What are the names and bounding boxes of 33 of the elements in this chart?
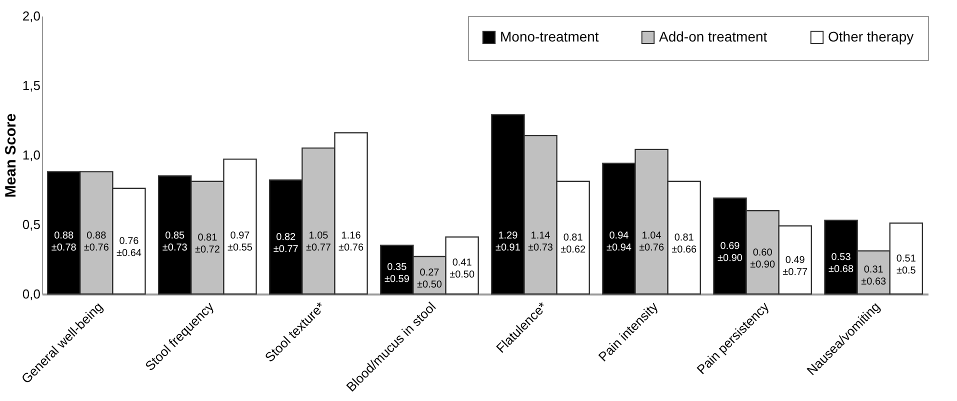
y-tick-label: 1,0: [22, 148, 40, 162]
data-label: 0.60 ±0.90: [750, 247, 776, 270]
legend-label: Add-on treatment: [659, 28, 768, 44]
data-label: 0.51 ±0.5: [896, 254, 916, 277]
y-tick-label: 1,5: [22, 78, 40, 93]
data-label: 0.97 ±0.55: [228, 230, 253, 254]
data-label: 0.85 ±0.73: [162, 230, 188, 254]
data-label: 1.29 ±0.91: [495, 230, 521, 254]
data-label: 0.82 ±0.77: [273, 232, 299, 256]
data-label: 1.04 ±0.76: [639, 230, 664, 254]
legend-label: Other therapy: [828, 28, 914, 44]
y-axis-title: Mean Score: [2, 113, 20, 198]
data-label: 0.81 ±0.72: [194, 232, 220, 256]
data-label: 0.27 ±0.50: [417, 267, 442, 290]
data-label: 1.16 ±0.76: [338, 230, 364, 254]
data-label: 0.88 ±0.78: [51, 230, 77, 254]
y-tick-label: 0,0: [22, 286, 40, 302]
data-label: 0.53 ±0.68: [828, 252, 854, 276]
data-label: 0.41 ±0.50: [450, 258, 475, 281]
data-label: 0.76 ±0.64: [116, 236, 142, 260]
data-label: 0.81 ±0.62: [560, 232, 586, 256]
data-label: 0.88 ±0.76: [84, 230, 110, 254]
data-label: 0.81 ±0.66: [672, 232, 698, 256]
legend-label: Mono-treatment: [500, 28, 599, 44]
data-label: 0.49 ±0.77: [782, 254, 808, 278]
data-label: 1.14 ±0.73: [528, 230, 554, 254]
y-tick-label: 2,0: [22, 8, 40, 24]
y-tick-label: 0,5: [22, 217, 40, 232]
data-label: 0.94 ±0.94: [606, 230, 632, 254]
data-label: 0.69 ±0.90: [718, 241, 743, 264]
data-label: 1.05 ±0.77: [306, 230, 332, 254]
data-label: 0.31 ±0.63: [861, 264, 887, 288]
data-label: 0.35 ±0.59: [384, 262, 410, 285]
